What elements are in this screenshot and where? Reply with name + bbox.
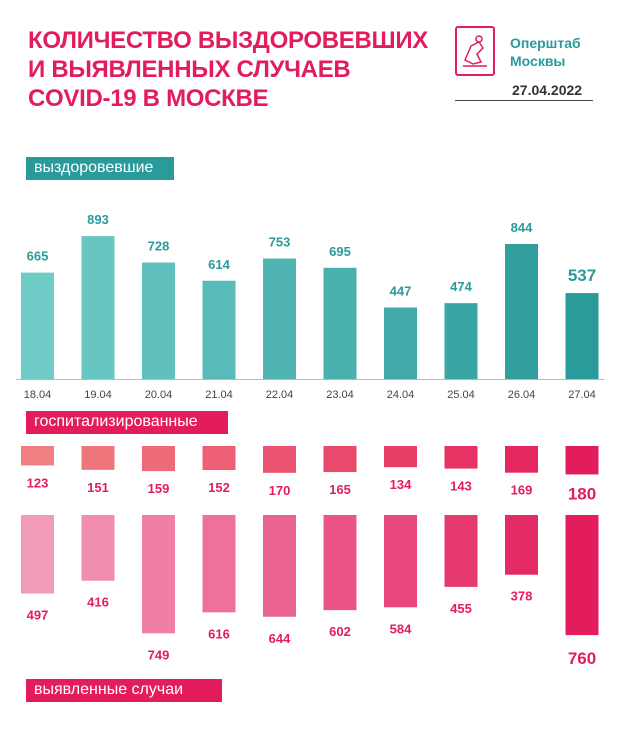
hospitalized-value-label: 151 <box>87 480 109 495</box>
date-tick-label: 23.04 <box>326 389 354 401</box>
org-name: Оперштаб Москвы <box>510 34 581 70</box>
date-tick-label: 21.04 <box>205 389 233 401</box>
hospitalized-legend-band: госпитализированные <box>26 411 228 434</box>
hospitalized-bar <box>142 446 175 472</box>
date-tick-label: 22.04 <box>266 389 294 401</box>
date-tick-label: 27.04 <box>568 389 596 401</box>
hospitalized-value-label: 152 <box>208 480 230 495</box>
hospitalized-bar <box>323 446 357 473</box>
detected-bar <box>565 515 599 636</box>
recovered-value-label: 447 <box>390 283 412 298</box>
hospitalized-value-label: 143 <box>450 479 472 494</box>
recovered-legend-band: выздоровевшие <box>26 157 174 180</box>
recovered-bar <box>263 258 296 379</box>
detected-value-label: 455 <box>450 601 472 616</box>
detected-value-label: 749 <box>148 647 170 662</box>
recovered-bar <box>384 307 417 379</box>
hospitalized-value-label: 170 <box>269 483 291 498</box>
date-tick-label: 24.04 <box>387 389 415 401</box>
hospitalized-value-label: 180 <box>568 484 596 503</box>
report-date: 27.04.2022 <box>512 82 583 98</box>
title-line-3: COVID-19 В МОСКВЕ <box>28 85 269 112</box>
hospitalized-bar <box>444 446 478 469</box>
hospitalized-value-label: 123 <box>27 475 49 490</box>
detected-value-label: 616 <box>208 626 230 641</box>
date-tick-label: 19.04 <box>84 389 112 401</box>
detected-value-label: 760 <box>568 649 596 668</box>
recovered-bar <box>444 303 478 379</box>
detected-value-label: 416 <box>87 595 109 610</box>
recovered-value-label: 695 <box>329 244 351 259</box>
hospitalized-bar <box>263 446 296 473</box>
hospitalized-bar <box>505 446 538 473</box>
recovered-value-label: 728 <box>148 239 170 254</box>
recovered-value-label: 665 <box>27 249 49 264</box>
hospitalized-bar <box>81 446 115 470</box>
recovered-bar <box>21 272 54 379</box>
detected-bar <box>323 515 357 611</box>
recovered-bar <box>81 236 115 379</box>
org-line-1: Оперштаб <box>510 35 581 51</box>
title-line-2: И ВЫЯВЛЕННЫХ СЛУЧАЕВ <box>28 56 351 83</box>
detected-value-label: 644 <box>269 631 291 646</box>
detected-bar <box>505 515 538 575</box>
recovered-bar <box>202 280 236 379</box>
detected-value-label: 584 <box>390 621 412 636</box>
date-divider <box>455 100 593 101</box>
detected-bar <box>21 515 54 594</box>
detected-legend-band: выявленные случаи <box>26 679 222 702</box>
chart-title: КОЛИЧЕСТВО ВЫЗДОРОВЕВШИХ И ВЫЯВЛЕННЫХ СЛ… <box>28 26 428 113</box>
hospitalized-bar <box>384 446 417 468</box>
recovered-bar <box>565 293 599 379</box>
moscow-coat-of-arms-icon <box>455 26 495 76</box>
org-line-2: Москвы <box>510 53 566 69</box>
hospitalized-bar <box>21 446 54 466</box>
hospitalized-value-label: 165 <box>329 482 351 497</box>
detected-bar <box>142 515 175 634</box>
detected-value-label: 602 <box>329 624 351 639</box>
date-tick-label: 18.04 <box>24 389 52 401</box>
hospitalized-value-label: 159 <box>148 481 170 496</box>
detected-bar <box>81 515 115 581</box>
hospitalized-value-label: 169 <box>511 483 533 498</box>
recovered-value-label: 893 <box>87 212 109 227</box>
detected-bar <box>384 515 417 608</box>
title-line-1: КОЛИЧЕСТВО ВЫЗДОРОВЕВШИХ <box>28 27 428 54</box>
date-tick-label: 25.04 <box>447 389 475 401</box>
detected-bar <box>202 515 236 613</box>
recovered-value-label: 474 <box>450 279 472 294</box>
recovered-value-label: 537 <box>568 266 596 285</box>
date-tick-label: 26.04 <box>508 389 536 401</box>
recovered-value-label: 753 <box>269 235 291 250</box>
recovered-value-label: 614 <box>208 257 230 272</box>
detected-bar <box>444 515 478 587</box>
hospitalized-bar <box>202 446 236 471</box>
recovered-bar <box>142 262 175 379</box>
recovered-value-label: 844 <box>511 220 533 235</box>
recovered-bar <box>505 243 538 379</box>
hospitalized-bar <box>565 446 599 475</box>
hospitalized-value-label: 134 <box>390 477 412 492</box>
date-tick-label: 20.04 <box>145 389 173 401</box>
recovered-bar <box>323 267 357 379</box>
detected-value-label: 497 <box>27 608 49 623</box>
detected-bar <box>263 515 296 617</box>
detected-value-label: 378 <box>511 589 533 604</box>
